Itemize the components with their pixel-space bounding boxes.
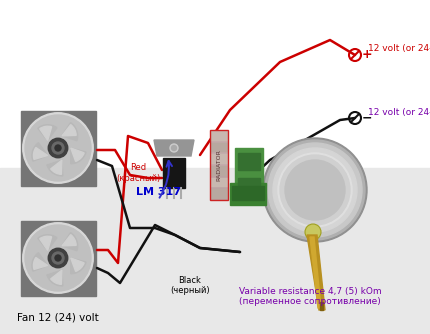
Wedge shape [51,270,62,284]
Polygon shape [154,140,194,156]
Bar [21,220,95,296]
Text: Fan 12 (24) volt: Fan 12 (24) volt [17,312,99,322]
Wedge shape [40,236,52,250]
Text: Red
(красный): Red (красный) [116,163,160,183]
Circle shape [23,113,93,183]
Wedge shape [62,125,76,136]
Wedge shape [71,148,84,161]
Bar [320,302,323,310]
Circle shape [305,224,321,240]
Bar [163,158,185,188]
Circle shape [268,143,362,237]
Bar [238,178,260,195]
Circle shape [263,138,367,242]
Circle shape [172,146,176,151]
Bar [210,165,228,176]
Circle shape [48,248,68,268]
Circle shape [278,153,352,227]
Wedge shape [62,123,78,141]
Text: RADIATOR: RADIATOR [216,149,221,181]
Wedge shape [34,258,48,270]
Bar [210,177,228,187]
Bar [210,130,228,200]
Wedge shape [38,125,57,141]
Wedge shape [47,270,63,286]
Polygon shape [307,235,325,310]
Bar [235,148,263,198]
Circle shape [25,225,91,291]
Circle shape [48,138,68,158]
Text: −: − [362,112,372,125]
Text: Black
(черный): Black (черный) [170,276,210,295]
Circle shape [280,155,350,225]
Bar [230,183,266,205]
Wedge shape [62,235,76,246]
Bar [210,153,228,164]
Circle shape [265,140,365,240]
Wedge shape [40,126,52,141]
Polygon shape [310,237,321,308]
Text: +: + [362,48,373,61]
Circle shape [273,148,357,232]
Bar [238,153,260,170]
Wedge shape [47,160,63,176]
Circle shape [55,145,61,151]
Text: Variable resistance 4,7 (5) kOm
(переменное сопротивление): Variable resistance 4,7 (5) kOm (перемен… [239,287,381,306]
Circle shape [170,144,178,152]
Bar [210,130,228,141]
Text: LM 317: LM 317 [135,187,181,197]
Circle shape [52,142,64,154]
Wedge shape [32,253,48,271]
Wedge shape [51,160,62,174]
Wedge shape [71,148,86,164]
Wedge shape [71,258,84,272]
Bar [0,168,430,334]
Text: 12 volt (or 24-28 volt DC): 12 volt (or 24-28 volt DC) [368,108,430,117]
Bar [232,186,264,200]
Bar [210,188,228,199]
Circle shape [285,160,345,220]
Circle shape [25,115,91,181]
Wedge shape [32,143,48,161]
Wedge shape [34,148,48,159]
Circle shape [55,255,61,261]
Bar [21,111,95,185]
Bar [0,0,430,168]
Text: 12 volt (or 24-28 volt DC): 12 volt (or 24-28 volt DC) [368,43,430,52]
Bar [210,142,228,152]
Circle shape [52,252,64,264]
Wedge shape [62,233,78,251]
Wedge shape [71,258,86,274]
Circle shape [23,223,93,293]
Wedge shape [38,235,57,250]
